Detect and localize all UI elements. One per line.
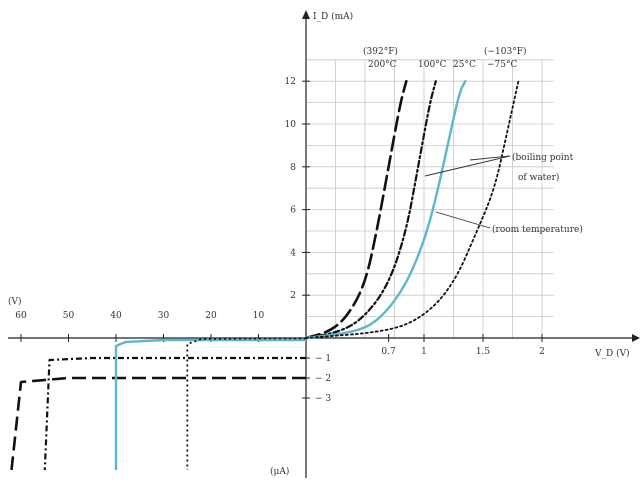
reverse-y-tick-label: − 1	[315, 354, 331, 364]
temp-label-25c: 25°C	[453, 60, 476, 70]
y-tick-label: 6	[290, 206, 296, 216]
temp-label-100c: 100°C	[418, 60, 447, 70]
reverse-voltage-axis-label: (V)	[8, 296, 22, 307]
y-tick-label: 8	[290, 163, 296, 173]
annotation-boiling-1: (boiling point	[512, 152, 574, 163]
series-forward-curve	[305, 80, 520, 339]
temp-label-392f: (392°F)	[363, 46, 398, 57]
y-axis-label: I_D (mA)	[313, 11, 353, 22]
series-reverse-curve	[43, 356, 306, 471]
series-forward-curve	[304, 80, 437, 340]
temp-label-minus75c: −75°C	[487, 60, 517, 70]
x-axis-label: V_D (V)	[594, 348, 630, 359]
x-tick-label: 2	[539, 347, 545, 357]
series-reverse-curve	[10, 376, 306, 471]
reverse-current-axis-label: (μA)	[270, 466, 289, 477]
x-tick-label: 0.7	[381, 347, 396, 357]
series-reverse-curve	[114, 338, 306, 470]
reverse-x-tick-label: 60	[15, 311, 27, 321]
series-forward-curve	[304, 80, 467, 340]
x-tick-label: 1.5	[476, 347, 491, 357]
axes	[8, 10, 640, 478]
annotation-room-temp: (room temperature)	[492, 224, 583, 235]
annotation-leader-room	[435, 211, 491, 229]
reverse-y-tick-label: − 2	[315, 374, 331, 384]
y-tick-label: 12	[285, 77, 296, 87]
y-tick-label: 10	[285, 120, 297, 130]
series-forward-curve	[304, 79, 408, 340]
reverse-x-tick-label: 40	[110, 311, 122, 321]
reverse-x-tick-label: 10	[253, 311, 265, 321]
x-tick-label: 1	[421, 347, 427, 357]
temp-label-minus103f: (−103°F)	[484, 46, 527, 57]
series-reverse-curve	[186, 337, 306, 470]
reverse-x-tick-label: 50	[63, 311, 75, 321]
annotation-boiling-2: of water)	[518, 172, 559, 183]
annotation-leader-boiling	[424, 155, 511, 177]
annotation-leader-boiling-2	[469, 155, 511, 161]
reverse-y-tick-label: − 3	[315, 394, 331, 404]
y-tick-label: 2	[290, 291, 296, 301]
y-tick-label: 4	[290, 248, 296, 258]
forward-grid	[306, 59, 554, 338]
series-curves	[10, 79, 520, 471]
tick-marks: 0.7 1 1.5 2 2 4 6 8 10 12 10 20 30 40 50 60 − 1 − 2 − 3	[15, 77, 545, 404]
temp-label-200c: 200°C	[368, 60, 397, 70]
x-axis-arrow	[632, 334, 640, 342]
reverse-x-tick-label: 30	[158, 311, 170, 321]
reverse-x-tick-label: 20	[205, 311, 217, 321]
y-axis-arrow	[302, 10, 310, 19]
